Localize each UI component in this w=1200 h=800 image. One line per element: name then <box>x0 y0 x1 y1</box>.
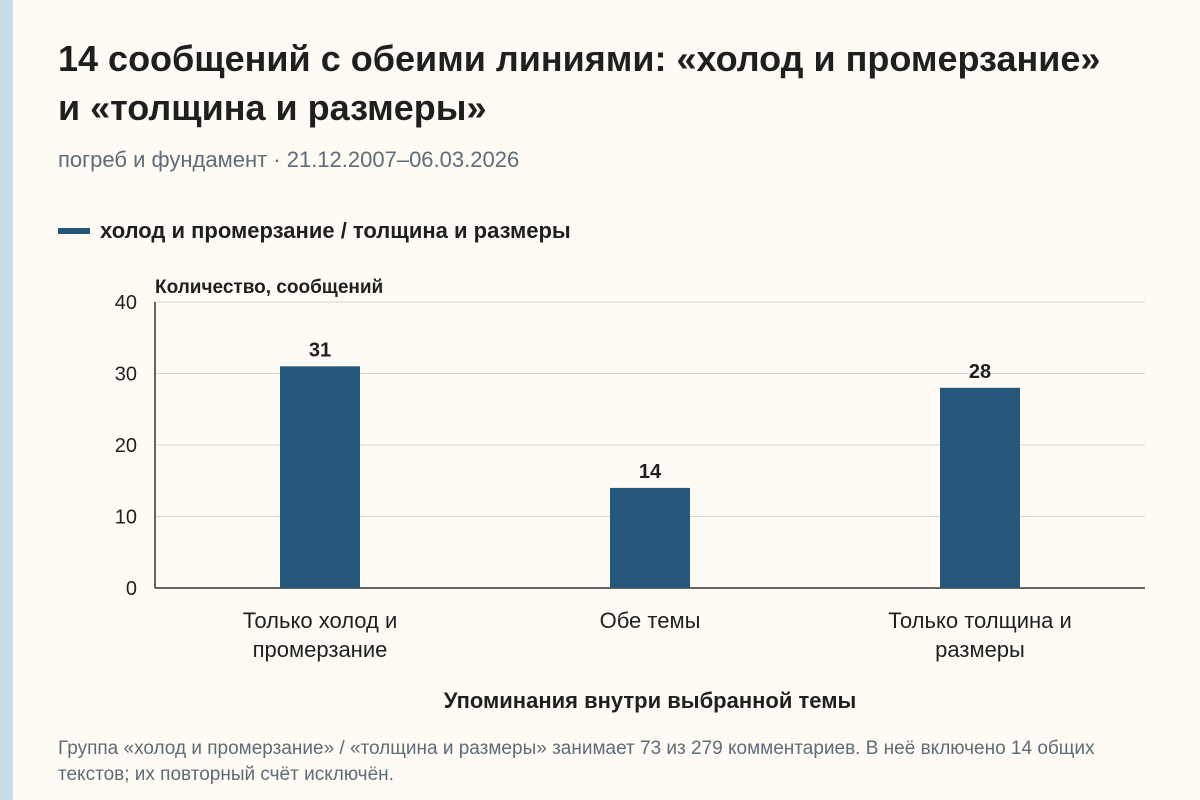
bar-value-label: 14 <box>639 461 662 483</box>
x-tick-label: Только холод и <box>243 608 398 633</box>
y-tick-label: 0 <box>126 578 137 600</box>
x-tick-label: Обе темы <box>600 608 701 633</box>
bar <box>940 387 1020 588</box>
chart-footnote: Группа «холод и промерзание» / «толщина … <box>58 738 1095 785</box>
x-axis-label: Упоминания внутри выбранной темы <box>444 688 857 713</box>
y-tick-label: 10 <box>115 507 137 529</box>
side-stripe <box>0 0 13 800</box>
x-tick-label: Только толщина и <box>888 608 1072 633</box>
chart-title: 14 сообщений с обеими линиями: «холод и … <box>58 38 1101 128</box>
bar-value-label: 31 <box>309 339 331 361</box>
bar-chart: 0 10 20 30 40 Количество, сообщений 31 Только х… <box>115 277 1145 713</box>
legend-label: холод и промерзание / толщина и размеры <box>100 218 571 243</box>
bar <box>280 366 360 588</box>
bar <box>610 487 690 588</box>
y-tick-label: 40 <box>115 292 137 314</box>
legend: холод и промерзание / толщина и размеры <box>58 218 571 244</box>
x-tick-label: размеры <box>935 637 1025 662</box>
y-tick-label: 20 <box>115 435 137 457</box>
y-tick-label: 30 <box>115 364 137 386</box>
y-axis-label: Количество, сообщений <box>155 277 383 298</box>
bar-value-label: 28 <box>969 361 991 383</box>
chart-subtitle: погреб и фундамент · 21.12.2007–06.03.20… <box>58 147 520 172</box>
x-tick-label: промерзание <box>253 637 388 662</box>
legend-swatch <box>58 228 90 234</box>
